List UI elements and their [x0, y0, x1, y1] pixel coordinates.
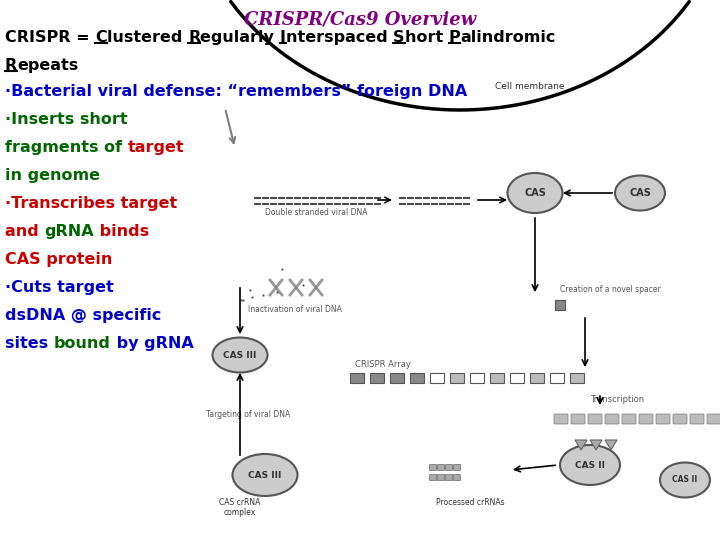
Text: nterspaced: nterspaced — [286, 30, 393, 45]
Bar — [550, 373, 564, 383]
FancyBboxPatch shape — [673, 414, 687, 424]
Bar — [510, 373, 524, 383]
Text: Double stranded viral DNA: Double stranded viral DNA — [265, 208, 367, 217]
FancyBboxPatch shape — [446, 475, 452, 481]
FancyBboxPatch shape — [639, 414, 653, 424]
Text: Creation of a novel spacer: Creation of a novel spacer — [560, 285, 661, 294]
Text: CAS III: CAS III — [223, 350, 257, 360]
Ellipse shape — [508, 173, 562, 213]
FancyBboxPatch shape — [656, 414, 670, 424]
FancyBboxPatch shape — [690, 414, 704, 424]
Text: CAS crRNA
complex: CAS crRNA complex — [220, 498, 261, 517]
Text: R: R — [5, 58, 17, 73]
Text: dsDNA @ specific: dsDNA @ specific — [5, 308, 161, 323]
Text: fragments of: fragments of — [5, 140, 127, 155]
Bar — [370, 373, 384, 383]
Text: I: I — [280, 30, 286, 45]
Text: C: C — [95, 30, 107, 45]
Text: CAS: CAS — [629, 188, 651, 198]
Ellipse shape — [560, 445, 620, 485]
Text: Transcription: Transcription — [590, 395, 644, 404]
Bar — [530, 373, 544, 383]
Text: R: R — [188, 30, 200, 45]
Bar — [555, 300, 565, 310]
Bar — [410, 373, 424, 383]
Text: CRISPR =: CRISPR = — [5, 30, 95, 45]
Polygon shape — [590, 440, 602, 450]
FancyBboxPatch shape — [707, 414, 720, 424]
Bar — [350, 373, 364, 383]
FancyBboxPatch shape — [438, 464, 444, 470]
Text: S: S — [393, 30, 405, 45]
Text: egularly: egularly — [200, 30, 280, 45]
Text: binds: binds — [94, 224, 149, 239]
FancyBboxPatch shape — [430, 464, 436, 470]
Ellipse shape — [233, 454, 297, 496]
Text: CAS II: CAS II — [575, 461, 605, 469]
Text: and: and — [5, 224, 45, 239]
Bar — [430, 373, 444, 383]
Ellipse shape — [212, 338, 268, 373]
Text: P: P — [449, 30, 460, 45]
Text: target: target — [127, 140, 184, 155]
FancyBboxPatch shape — [588, 414, 602, 424]
FancyBboxPatch shape — [430, 475, 436, 481]
Text: bound: bound — [54, 336, 111, 351]
Text: sites: sites — [5, 336, 54, 351]
Text: CAS II: CAS II — [672, 476, 698, 484]
Text: hort: hort — [405, 30, 449, 45]
Text: CAS III: CAS III — [248, 470, 282, 480]
Text: ·Cuts target: ·Cuts target — [5, 280, 114, 295]
Text: gRNA: gRNA — [45, 224, 94, 239]
Text: in genome: in genome — [5, 168, 100, 183]
Ellipse shape — [660, 462, 710, 497]
Text: Processed crRNAs: Processed crRNAs — [436, 498, 504, 507]
Text: CRISPR/Cas9 Overview: CRISPR/Cas9 Overview — [244, 10, 476, 28]
Text: alindromic: alindromic — [460, 30, 556, 45]
FancyBboxPatch shape — [571, 414, 585, 424]
Text: epeats: epeats — [17, 58, 78, 73]
Text: Cell membrane: Cell membrane — [495, 82, 564, 91]
Polygon shape — [605, 440, 617, 450]
FancyBboxPatch shape — [554, 414, 568, 424]
Text: by gRNA: by gRNA — [111, 336, 194, 351]
FancyBboxPatch shape — [446, 464, 452, 470]
Ellipse shape — [615, 176, 665, 211]
FancyBboxPatch shape — [438, 475, 444, 481]
Text: ·Transcribes target: ·Transcribes target — [5, 196, 177, 211]
Bar — [450, 373, 464, 383]
FancyBboxPatch shape — [605, 414, 619, 424]
Bar — [390, 373, 404, 383]
Text: CAS protein: CAS protein — [5, 252, 112, 267]
FancyBboxPatch shape — [454, 475, 461, 481]
Text: Inactivation of viral DNA: Inactivation of viral DNA — [248, 305, 342, 314]
Bar — [490, 373, 504, 383]
Text: Targeting of viral DNA: Targeting of viral DNA — [206, 410, 290, 419]
Bar — [470, 373, 484, 383]
Bar — [570, 373, 584, 383]
FancyBboxPatch shape — [454, 464, 461, 470]
Text: ·Bacterial viral defense: “remembers” foreign DNA: ·Bacterial viral defense: “remembers” fo… — [5, 84, 467, 99]
Polygon shape — [575, 440, 587, 450]
FancyBboxPatch shape — [622, 414, 636, 424]
Text: CAS: CAS — [524, 188, 546, 198]
Text: lustered: lustered — [107, 30, 188, 45]
Text: CRISPR Array: CRISPR Array — [355, 360, 411, 369]
Text: ·Inserts short: ·Inserts short — [5, 112, 127, 127]
